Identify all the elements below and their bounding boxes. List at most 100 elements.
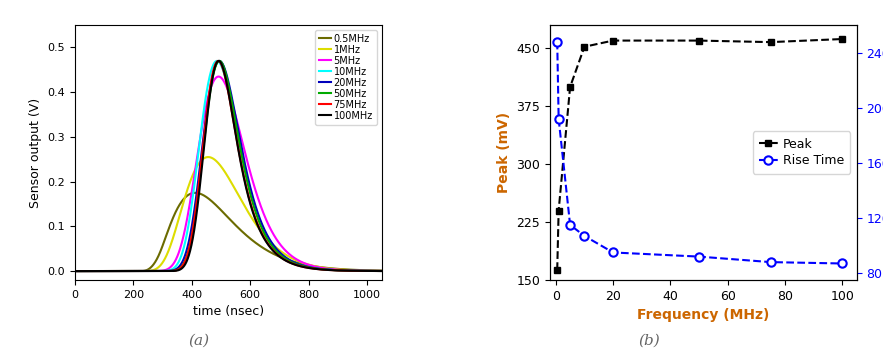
75MHz — [70, 269, 80, 273]
Peak — [694, 38, 705, 43]
5MHz — [321, 266, 332, 271]
5MHz — [187, 187, 198, 192]
10MHz — [70, 269, 80, 273]
Line: 75MHz: 75MHz — [75, 61, 381, 271]
0.5MHz — [269, 252, 280, 256]
Peak — [766, 40, 776, 44]
Rise Time — [565, 223, 576, 227]
Line: 10MHz: 10MHz — [75, 61, 381, 271]
X-axis label: time (nsec): time (nsec) — [192, 305, 264, 318]
10MHz — [212, 59, 223, 63]
100MHz — [253, 226, 264, 230]
20MHz — [253, 214, 264, 218]
20MHz — [298, 264, 309, 268]
100MHz — [298, 265, 309, 269]
100MHz — [125, 269, 136, 273]
10MHz — [269, 245, 280, 250]
50MHz — [253, 219, 264, 223]
Rise Time — [837, 261, 848, 266]
5MHz — [253, 199, 264, 203]
1MHz — [203, 155, 214, 159]
1MHz — [125, 269, 136, 273]
1MHz — [321, 266, 332, 270]
0.5MHz — [190, 191, 200, 195]
Line: Rise Time: Rise Time — [553, 37, 847, 268]
50MHz — [70, 269, 80, 273]
20MHz — [376, 269, 387, 273]
Line: 100MHz: 100MHz — [75, 61, 381, 271]
1MHz — [70, 269, 80, 273]
Rise Time — [694, 255, 705, 259]
1MHz — [376, 269, 387, 273]
100MHz — [70, 269, 80, 273]
Peak — [837, 37, 848, 41]
75MHz — [253, 225, 264, 229]
50MHz — [269, 247, 280, 251]
5MHz — [70, 269, 80, 273]
10MHz — [376, 269, 387, 273]
5MHz — [125, 269, 136, 273]
Rise Time — [608, 250, 618, 255]
Peak — [579, 45, 590, 49]
1MHz — [253, 226, 264, 230]
Peak — [554, 208, 564, 213]
0.5MHz — [253, 243, 264, 247]
75MHz — [125, 269, 136, 273]
Peak — [552, 268, 562, 272]
Text: (b): (b) — [638, 334, 660, 348]
50MHz — [321, 267, 332, 272]
20MHz — [125, 269, 136, 273]
Line: 0.5MHz: 0.5MHz — [75, 193, 381, 271]
Y-axis label: Peak (mV): Peak (mV) — [497, 112, 511, 193]
10MHz — [298, 264, 309, 268]
1MHz — [187, 174, 198, 179]
0.5MHz — [321, 266, 332, 270]
Legend: 0.5MHz, 1MHz, 5MHz, 10MHz, 20MHz, 50MHz, 75MHz, 100MHz: 0.5MHz, 1MHz, 5MHz, 10MHz, 20MHz, 50MHz,… — [315, 30, 377, 125]
10MHz — [321, 267, 332, 272]
Rise Time — [766, 260, 776, 264]
0.5MHz — [187, 191, 198, 195]
1MHz — [298, 261, 309, 265]
1MHz — [269, 244, 280, 248]
Line: 5MHz: 5MHz — [75, 76, 381, 271]
5MHz — [269, 234, 280, 238]
75MHz — [269, 250, 280, 254]
75MHz — [321, 268, 332, 272]
Line: 20MHz: 20MHz — [75, 61, 381, 271]
20MHz — [269, 244, 280, 248]
Peak — [608, 38, 618, 43]
100MHz — [214, 59, 224, 63]
75MHz — [376, 269, 387, 273]
Line: 50MHz: 50MHz — [75, 61, 381, 271]
75MHz — [213, 59, 223, 63]
0.5MHz — [70, 269, 80, 273]
10MHz — [187, 199, 198, 204]
X-axis label: Frequency (MHz): Frequency (MHz) — [638, 308, 769, 322]
75MHz — [187, 232, 198, 236]
50MHz — [125, 269, 136, 273]
50MHz — [187, 232, 198, 236]
0.5MHz — [125, 269, 136, 273]
100MHz — [187, 239, 198, 244]
100MHz — [269, 250, 280, 254]
50MHz — [298, 264, 309, 269]
Y-axis label: Sensor output (V): Sensor output (V) — [29, 98, 42, 208]
5MHz — [376, 269, 387, 273]
5MHz — [298, 261, 309, 265]
100MHz — [376, 269, 387, 273]
20MHz — [214, 59, 224, 63]
Text: (a): (a) — [188, 334, 209, 348]
5MHz — [214, 74, 224, 79]
10MHz — [253, 216, 264, 221]
100MHz — [321, 268, 332, 272]
Line: 1MHz: 1MHz — [75, 157, 381, 271]
0.5MHz — [376, 269, 387, 273]
20MHz — [321, 267, 332, 272]
10MHz — [125, 269, 136, 273]
20MHz — [187, 222, 198, 227]
20MHz — [70, 269, 80, 273]
Line: Peak: Peak — [554, 36, 846, 274]
Rise Time — [554, 117, 564, 121]
75MHz — [298, 265, 309, 269]
50MHz — [376, 269, 387, 273]
